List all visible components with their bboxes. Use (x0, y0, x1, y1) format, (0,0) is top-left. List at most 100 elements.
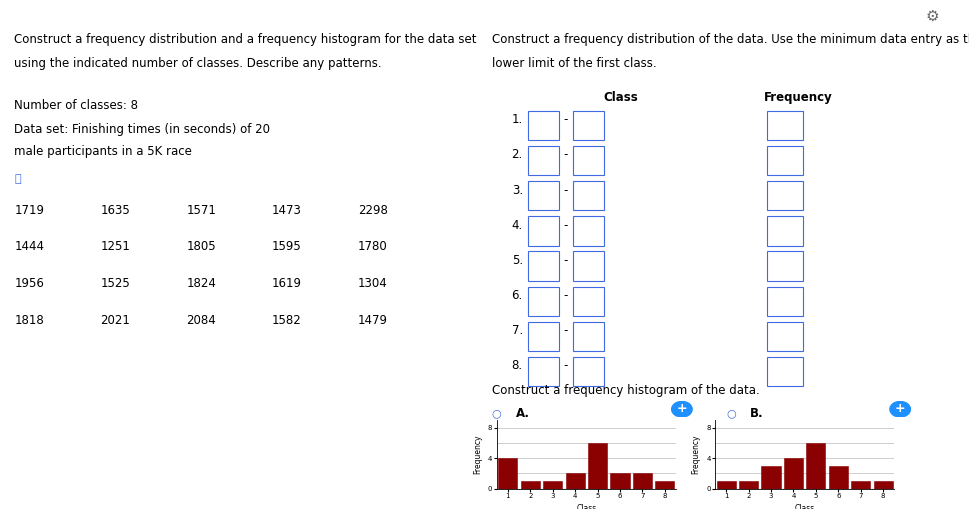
FancyBboxPatch shape (527, 322, 558, 351)
Bar (716, 481, 735, 489)
Text: 2.: 2. (511, 149, 522, 161)
Circle shape (671, 402, 692, 417)
Text: -: - (563, 289, 568, 302)
Text: 1582: 1582 (272, 314, 301, 327)
FancyBboxPatch shape (527, 287, 558, 316)
Text: male participants in a 5K race: male participants in a 5K race (15, 145, 192, 158)
Text: ⚙: ⚙ (924, 9, 939, 24)
Text: 1635: 1635 (100, 204, 130, 217)
Bar (610, 473, 629, 489)
Text: Data set: Finishing times (in seconds) of 20: Data set: Finishing times (in seconds) o… (15, 123, 270, 136)
FancyBboxPatch shape (766, 322, 801, 351)
Y-axis label: Frequency: Frequency (691, 435, 700, 474)
FancyBboxPatch shape (527, 111, 558, 140)
Text: ○: ○ (491, 409, 501, 419)
Text: 1619: 1619 (272, 277, 301, 290)
Bar (655, 481, 673, 489)
Text: 8.: 8. (512, 359, 522, 373)
Bar (805, 443, 825, 489)
Text: 1719: 1719 (15, 204, 45, 217)
Text: 2298: 2298 (358, 204, 388, 217)
Text: 1.: 1. (511, 113, 522, 126)
Bar (543, 481, 562, 489)
FancyBboxPatch shape (527, 216, 558, 246)
Text: -: - (563, 113, 568, 126)
Bar (850, 481, 869, 489)
Text: 1479: 1479 (358, 314, 388, 327)
Text: 1824: 1824 (186, 277, 216, 290)
Text: Construct a frequency distribution of the data. Use the minimum data entry as th: Construct a frequency distribution of th… (491, 33, 969, 46)
Text: 1956: 1956 (15, 277, 45, 290)
FancyBboxPatch shape (573, 251, 604, 281)
Text: 6.: 6. (511, 289, 522, 302)
Text: 1444: 1444 (15, 240, 45, 253)
FancyBboxPatch shape (573, 357, 604, 386)
Text: Number of classes: 8: Number of classes: 8 (15, 99, 139, 111)
Text: -: - (563, 149, 568, 161)
Text: +: + (676, 403, 686, 415)
FancyBboxPatch shape (573, 181, 604, 210)
Text: Construct a frequency distribution and a frequency histogram for the data set: Construct a frequency distribution and a… (15, 33, 477, 46)
Bar (738, 481, 758, 489)
Text: 1818: 1818 (15, 314, 45, 327)
Text: -: - (563, 359, 568, 373)
Bar (587, 443, 607, 489)
Text: 1473: 1473 (272, 204, 301, 217)
Text: -: - (563, 254, 568, 267)
Circle shape (889, 402, 910, 417)
Bar (632, 473, 651, 489)
Bar (873, 481, 891, 489)
FancyBboxPatch shape (573, 287, 604, 316)
Text: 1525: 1525 (100, 277, 130, 290)
Text: 1304: 1304 (358, 277, 388, 290)
FancyBboxPatch shape (766, 146, 801, 175)
Text: 5.: 5. (512, 254, 522, 267)
FancyBboxPatch shape (527, 146, 558, 175)
Text: 2084: 2084 (186, 314, 216, 327)
Text: Construct a frequency histogram of the data.: Construct a frequency histogram of the d… (491, 384, 759, 398)
Bar (828, 466, 847, 489)
FancyBboxPatch shape (766, 287, 801, 316)
Bar (498, 458, 516, 489)
FancyBboxPatch shape (527, 181, 558, 210)
Text: 1571: 1571 (186, 204, 216, 217)
Text: Class: Class (603, 91, 638, 104)
Text: Frequency: Frequency (763, 91, 831, 104)
Text: A.: A. (516, 407, 529, 420)
Text: -: - (563, 324, 568, 337)
Text: using the indicated number of classes. Describe any patterns.: using the indicated number of classes. D… (15, 57, 382, 70)
X-axis label: Class: Class (576, 504, 596, 509)
FancyBboxPatch shape (527, 251, 558, 281)
Text: ⎗: ⎗ (15, 174, 21, 184)
FancyBboxPatch shape (527, 357, 558, 386)
Bar (565, 473, 584, 489)
Text: -: - (563, 184, 568, 196)
Text: 3.: 3. (512, 184, 522, 196)
Text: 1251: 1251 (100, 240, 130, 253)
Text: 1595: 1595 (272, 240, 301, 253)
Text: ○: ○ (725, 409, 735, 419)
Text: -: - (563, 219, 568, 232)
Text: +: + (894, 403, 904, 415)
Bar (761, 466, 780, 489)
Text: B.: B. (749, 407, 763, 420)
Text: lower limit of the first class.: lower limit of the first class. (491, 57, 656, 70)
Bar (520, 481, 540, 489)
Text: 2021: 2021 (100, 314, 130, 327)
FancyBboxPatch shape (573, 146, 604, 175)
FancyBboxPatch shape (766, 251, 801, 281)
Text: 7.: 7. (511, 324, 522, 337)
Bar (783, 458, 802, 489)
Text: 4.: 4. (511, 219, 522, 232)
Text: 1805: 1805 (186, 240, 216, 253)
FancyBboxPatch shape (573, 111, 604, 140)
Y-axis label: Frequency: Frequency (473, 435, 482, 474)
Text: 1780: 1780 (358, 240, 388, 253)
FancyBboxPatch shape (766, 181, 801, 210)
FancyBboxPatch shape (573, 216, 604, 246)
FancyBboxPatch shape (766, 111, 801, 140)
FancyBboxPatch shape (573, 322, 604, 351)
FancyBboxPatch shape (766, 357, 801, 386)
X-axis label: Class: Class (794, 504, 814, 509)
FancyBboxPatch shape (766, 216, 801, 246)
